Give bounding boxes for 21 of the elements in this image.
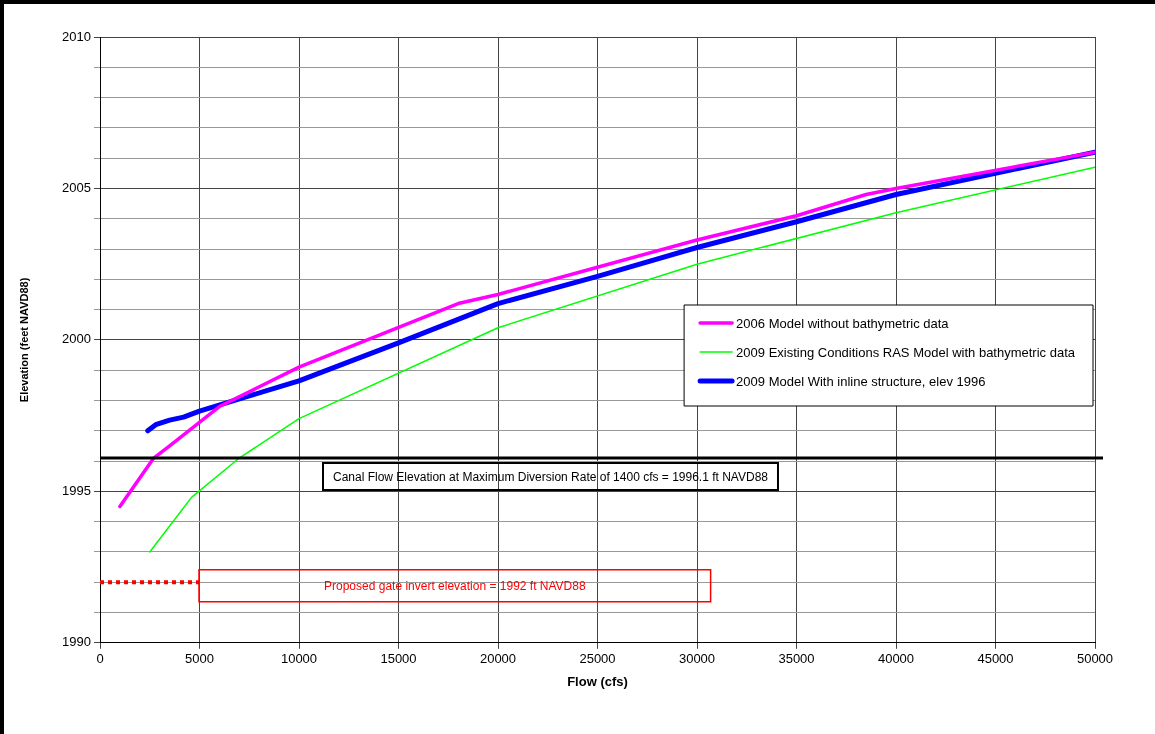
x-tick-label: 0 [96, 651, 104, 667]
x-axis-title: Flow (cfs) [567, 673, 628, 689]
y-tick-label: 2005 [62, 180, 91, 196]
x-tick-label: 30000 [678, 651, 716, 667]
x-tick-label: 50000 [1076, 651, 1114, 667]
legend-label: 2009 Existing Conditions RAS Model with bathymetric data [736, 344, 1076, 360]
x-tick-label: 35000 [778, 651, 815, 667]
x-tick-label: 45000 [977, 651, 1014, 667]
x-tick-label: 40000 [877, 651, 915, 667]
x-tick-label: 5000 [185, 651, 214, 667]
x-tick-label: 25000 [579, 651, 616, 667]
y-tick-label: 1995 [62, 482, 91, 498]
y-tick-label: 2000 [62, 331, 91, 347]
x-tick-label: 15000 [380, 651, 417, 667]
legend-label: 2006 Model without bathymetric data [736, 315, 950, 331]
y-axis-title: Elevation (feet NAVD88) [17, 277, 30, 403]
x-tick-label: 10000 [280, 651, 318, 667]
legend-label: 2009 Model With inline structure, elev 1996 [736, 373, 986, 389]
y-tick-label: 2010 [62, 28, 91, 44]
x-tick-label: 20000 [479, 651, 517, 667]
y-tick-label: 1990 [62, 634, 91, 650]
